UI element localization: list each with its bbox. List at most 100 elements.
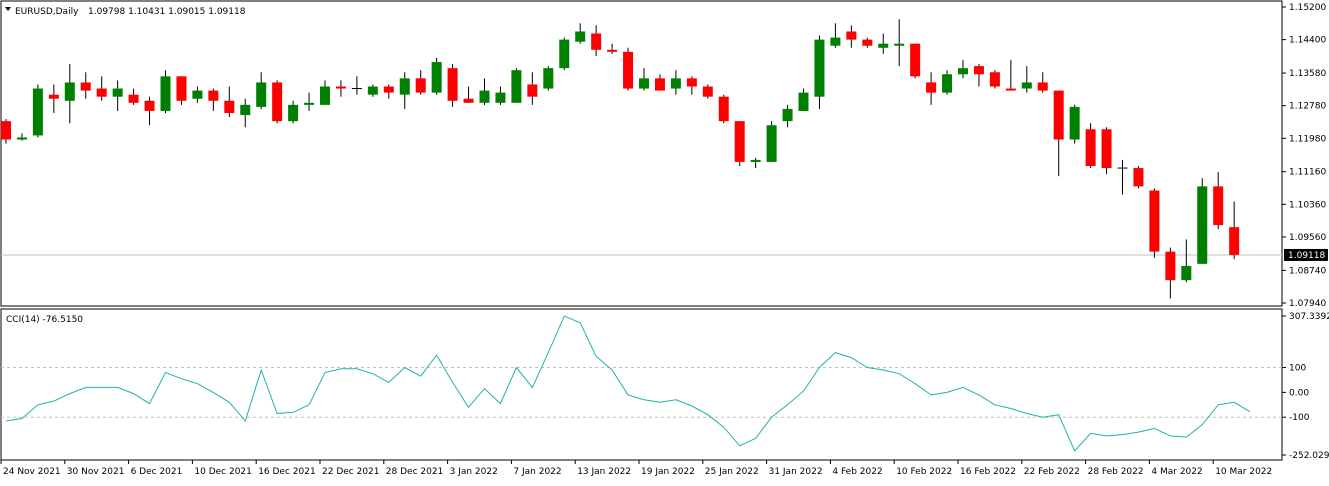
candle-body (383, 86, 394, 93)
candle-body (128, 94, 139, 103)
candle-body (639, 78, 649, 89)
time-tick-label: 16 Feb 2022 (960, 467, 1016, 477)
candle-body (670, 78, 681, 89)
candle (1021, 66, 1032, 93)
candle-body (367, 86, 378, 95)
price-tick-label: 1.11160 (1289, 168, 1326, 178)
candle (447, 64, 458, 107)
current-price-label: 1.09118 (1288, 251, 1325, 261)
cci-tick-label: 100 (1289, 364, 1306, 374)
candle-body (718, 96, 729, 122)
candle-body (527, 84, 538, 97)
candle (878, 33, 889, 54)
price-tick-label: 1.07940 (1289, 299, 1326, 309)
candle (112, 80, 123, 111)
candle-body (782, 108, 793, 122)
candle-body (399, 78, 410, 95)
candle (367, 84, 378, 97)
candle (782, 104, 793, 128)
candle-body (862, 39, 873, 46)
candle (1085, 123, 1096, 169)
symbol-label: EURUSD,Daily (15, 7, 79, 17)
candle (256, 72, 267, 109)
candle-body (958, 68, 968, 75)
candle (734, 121, 745, 167)
candle (670, 70, 681, 95)
candle-body (112, 88, 123, 97)
candle (1053, 90, 1064, 177)
candle (1229, 201, 1240, 259)
time-tick-label: 22 Dec 2021 (322, 467, 380, 477)
candle-body (463, 98, 474, 103)
candle-body (16, 137, 27, 140)
candle-body (192, 90, 203, 99)
candle-body (910, 43, 921, 77)
candle-body (224, 100, 235, 114)
candle-body (64, 82, 75, 101)
candle-body (431, 62, 442, 93)
candle (1181, 239, 1192, 283)
candle (304, 92, 315, 111)
candle-body (288, 104, 299, 122)
candle-body (1149, 190, 1160, 252)
candle-body (415, 78, 426, 93)
candle-body (1085, 129, 1096, 167)
candle (989, 70, 1000, 89)
candle (1133, 166, 1144, 189)
collapse-triangle-icon[interactable] (5, 7, 11, 11)
candle (910, 43, 921, 79)
candle (926, 72, 937, 105)
time-tick-label: 19 Jan 2022 (641, 467, 695, 477)
candle-body (304, 102, 315, 105)
candle (48, 84, 59, 114)
cci-tick-label: 0.00 (1289, 388, 1309, 398)
cci-series-line (5, 315, 1251, 452)
candle-body (1133, 168, 1144, 187)
time-tick-label: 13 Jan 2022 (577, 467, 631, 477)
candles-layer (1, 19, 1240, 299)
cci-tick-label: -252.0293 (1289, 451, 1329, 461)
time-tick-label: 10 Mar 2022 (1215, 467, 1272, 477)
candle (320, 80, 330, 105)
candle-body (1229, 227, 1240, 255)
candle (1213, 172, 1224, 230)
time-tick-label: 16 Dec 2021 (258, 467, 316, 477)
cci-axis: 307.3392 100 0.00 -100 -252.0293 (1282, 312, 1329, 461)
time-tick-label: 25 Jan 2022 (705, 467, 759, 477)
time-tick-label: 4 Feb 2022 (832, 467, 882, 477)
price-tick-label: 1.10360 (1289, 200, 1326, 210)
candle-body (973, 66, 984, 75)
cci-tick-label: -100 (1289, 413, 1310, 423)
candle-body (686, 78, 697, 87)
candle-body (1053, 90, 1064, 140)
candle-body (591, 33, 602, 50)
candle (96, 76, 107, 101)
candle (1149, 188, 1160, 258)
candle-body (240, 104, 251, 116)
candle (1, 119, 11, 144)
candle-body (144, 100, 155, 111)
candle (686, 76, 697, 95)
candle (702, 84, 713, 99)
candle-body (1213, 186, 1224, 226)
candle (894, 19, 905, 67)
candle-body (989, 72, 1000, 87)
time-tick-label: 10 Feb 2022 (896, 467, 952, 477)
candle (718, 94, 729, 124)
candle (846, 25, 857, 48)
candle-body (798, 92, 809, 111)
price-tick-label: 1.08740 (1289, 266, 1326, 276)
price-axis: 1.15200 1.14400 1.13580 1.12780 1.11980 1.111… (1282, 3, 1328, 309)
candle-body (272, 82, 283, 122)
time-tick-label: 28 Feb 2022 (1088, 467, 1144, 477)
candle (128, 88, 139, 105)
candle-body (559, 39, 570, 69)
candle-body (1165, 251, 1176, 281)
candle-body (623, 51, 634, 89)
candle (1165, 247, 1176, 299)
candle (527, 72, 538, 105)
time-tick-label: 24 Nov 2021 (3, 467, 61, 477)
candle (591, 25, 602, 56)
candle (32, 84, 43, 138)
